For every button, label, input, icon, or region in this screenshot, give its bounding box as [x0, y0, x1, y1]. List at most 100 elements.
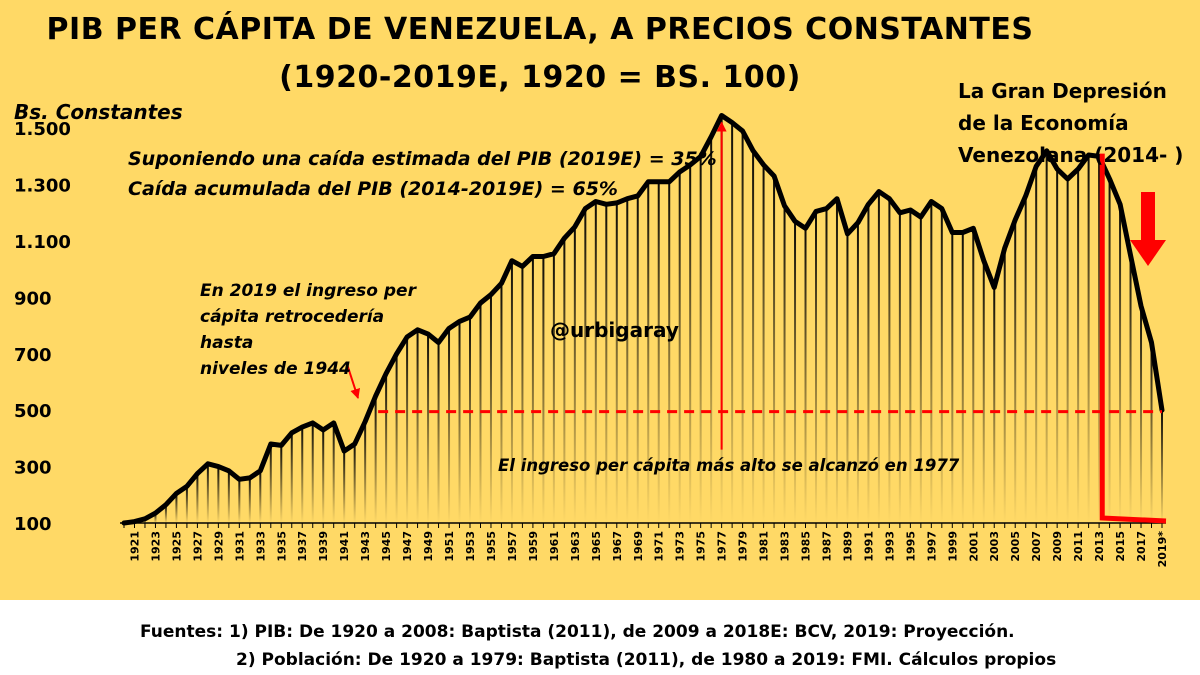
x-tick-label: 1999 [946, 531, 959, 562]
x-tick-label: 2009 [1051, 531, 1064, 562]
x-tick-label: 1947 [401, 531, 414, 562]
area-drop-line [563, 238, 566, 523]
area-drop-line [584, 208, 587, 523]
x-tick-label: 1959 [527, 531, 540, 562]
area-drop-line [594, 201, 597, 523]
series-line-gdp-per-capita [121, 113, 1165, 526]
area-drop-line [657, 181, 660, 523]
area-drop-line [940, 208, 943, 523]
area-drop-line [993, 287, 996, 523]
x-tick-label: 1985 [800, 531, 813, 562]
x-tick-label: 2017 [1135, 531, 1148, 562]
area-drop-line [185, 486, 188, 523]
area-drop-line [835, 198, 838, 523]
area-drop-line [290, 432, 293, 523]
area-drop-line [1129, 255, 1132, 523]
area-drop-line [175, 493, 178, 523]
annotation-1944-line-1: En 2019 el ingreso per [200, 281, 416, 301]
area-drop-line [783, 205, 786, 523]
annotation-great-depression: La Gran Depresión de la Economía Venezol… [958, 75, 1198, 171]
x-tick-label: 1983 [779, 531, 792, 562]
x-tick-label: 2003 [988, 531, 1001, 562]
area-drop-line [815, 211, 817, 523]
depression-bracket [1099, 153, 1167, 524]
area-drop-line [385, 373, 388, 523]
y-axis-label: Bs. Constantes [14, 100, 183, 124]
x-tick-label: 1933 [254, 531, 267, 562]
y-tick-label: 100 [14, 514, 52, 535]
annotation-depression-line-3: Venezolana (2014- ) [958, 143, 1184, 167]
area-drop-line [406, 336, 409, 523]
annotation-1944-line-3: niveles de 1944 [200, 359, 351, 379]
area-drop-line [427, 334, 430, 523]
area-drop-line [1098, 156, 1101, 523]
area-drop-line [678, 171, 681, 523]
area-drop-line [552, 253, 555, 523]
x-tick-label: 1977 [716, 531, 729, 562]
x-tick-label: 1969 [632, 531, 645, 562]
area-drop-line [217, 466, 220, 523]
x-tick-label: 1945 [380, 531, 393, 562]
area-drop-line [1161, 410, 1163, 523]
area-drop-line [846, 233, 849, 523]
area-drop-line [248, 477, 251, 523]
x-tick-label: 1987 [820, 531, 833, 562]
area-drop-line [332, 422, 335, 523]
x-tick-label: 1939 [317, 531, 330, 562]
area-drop-line [1003, 248, 1006, 524]
y-tick-label: 700 [14, 345, 52, 366]
x-tick-label: 1973 [674, 531, 687, 562]
area-drop-line [364, 421, 367, 523]
annotation-depression-line-2: de la Economía [958, 111, 1129, 135]
chart-plot: 100 300 500 700 900 1.100 1.300 1.500 1921 1923 19… [14, 113, 1169, 568]
down-arrow-shaft [1141, 192, 1155, 240]
area-drop-line [489, 294, 492, 523]
area-drop-line [825, 208, 828, 523]
area-drop-line [731, 122, 734, 523]
area-drop-line [196, 473, 199, 523]
x-tick-label: 1975 [695, 531, 708, 562]
area-drop-line [206, 463, 209, 523]
area-drop-line [961, 232, 964, 524]
area-drop-line [1077, 169, 1080, 523]
area-drop-line [374, 396, 377, 523]
sources-line-2: 2) Población: De 1920 a 1979: Baptista (… [236, 650, 1057, 670]
x-tick-label: 1967 [611, 531, 624, 562]
x-tick-label: 1943 [359, 531, 372, 562]
area-drop-line [269, 444, 272, 523]
area-drop-line [1150, 342, 1153, 523]
x-tick-label: 1965 [590, 531, 603, 562]
x-tick-label: 1927 [191, 531, 204, 562]
area-drop-line [521, 266, 524, 523]
down-arrow-icon [1130, 240, 1166, 266]
area-drop-line [794, 221, 797, 523]
x-tick-label: 1989 [841, 531, 854, 562]
area-drop-line [301, 427, 304, 523]
area-drop-line [1119, 204, 1122, 523]
area-drop-line [762, 164, 765, 524]
x-tick-label: 1941 [338, 531, 351, 562]
area-drop-line [867, 204, 870, 523]
x-tick-label: 1993 [883, 531, 896, 562]
area-drop-line [668, 181, 671, 523]
chart-panel [0, 0, 1200, 600]
sources-line-1: Fuentes: 1) PIB: De 1920 a 2008: Baptist… [140, 622, 1015, 642]
area-drop-line [1035, 166, 1038, 523]
area-drop-line [982, 260, 985, 523]
x-tick-label: 1979 [737, 531, 750, 562]
area-drop-line [773, 176, 776, 523]
area-drop-line [605, 204, 608, 523]
area-drop-line [615, 202, 618, 523]
y-tick-label: 1.100 [14, 232, 71, 253]
x-tick-label: 1921 [128, 531, 141, 562]
area-drop-line [898, 212, 901, 524]
area-drop-line [458, 321, 461, 523]
area-drop-line [626, 198, 629, 523]
annotation-1944-level: En 2019 el ingreso per cápita retroceder… [200, 278, 430, 382]
x-tick-label: 1991 [862, 531, 875, 562]
area-drop-line [416, 329, 419, 523]
x-tick-label: 2001 [967, 531, 980, 562]
x-tick-label: 2019* [1156, 531, 1169, 568]
area-drop-line [689, 164, 692, 524]
area-drop-line [741, 131, 744, 523]
